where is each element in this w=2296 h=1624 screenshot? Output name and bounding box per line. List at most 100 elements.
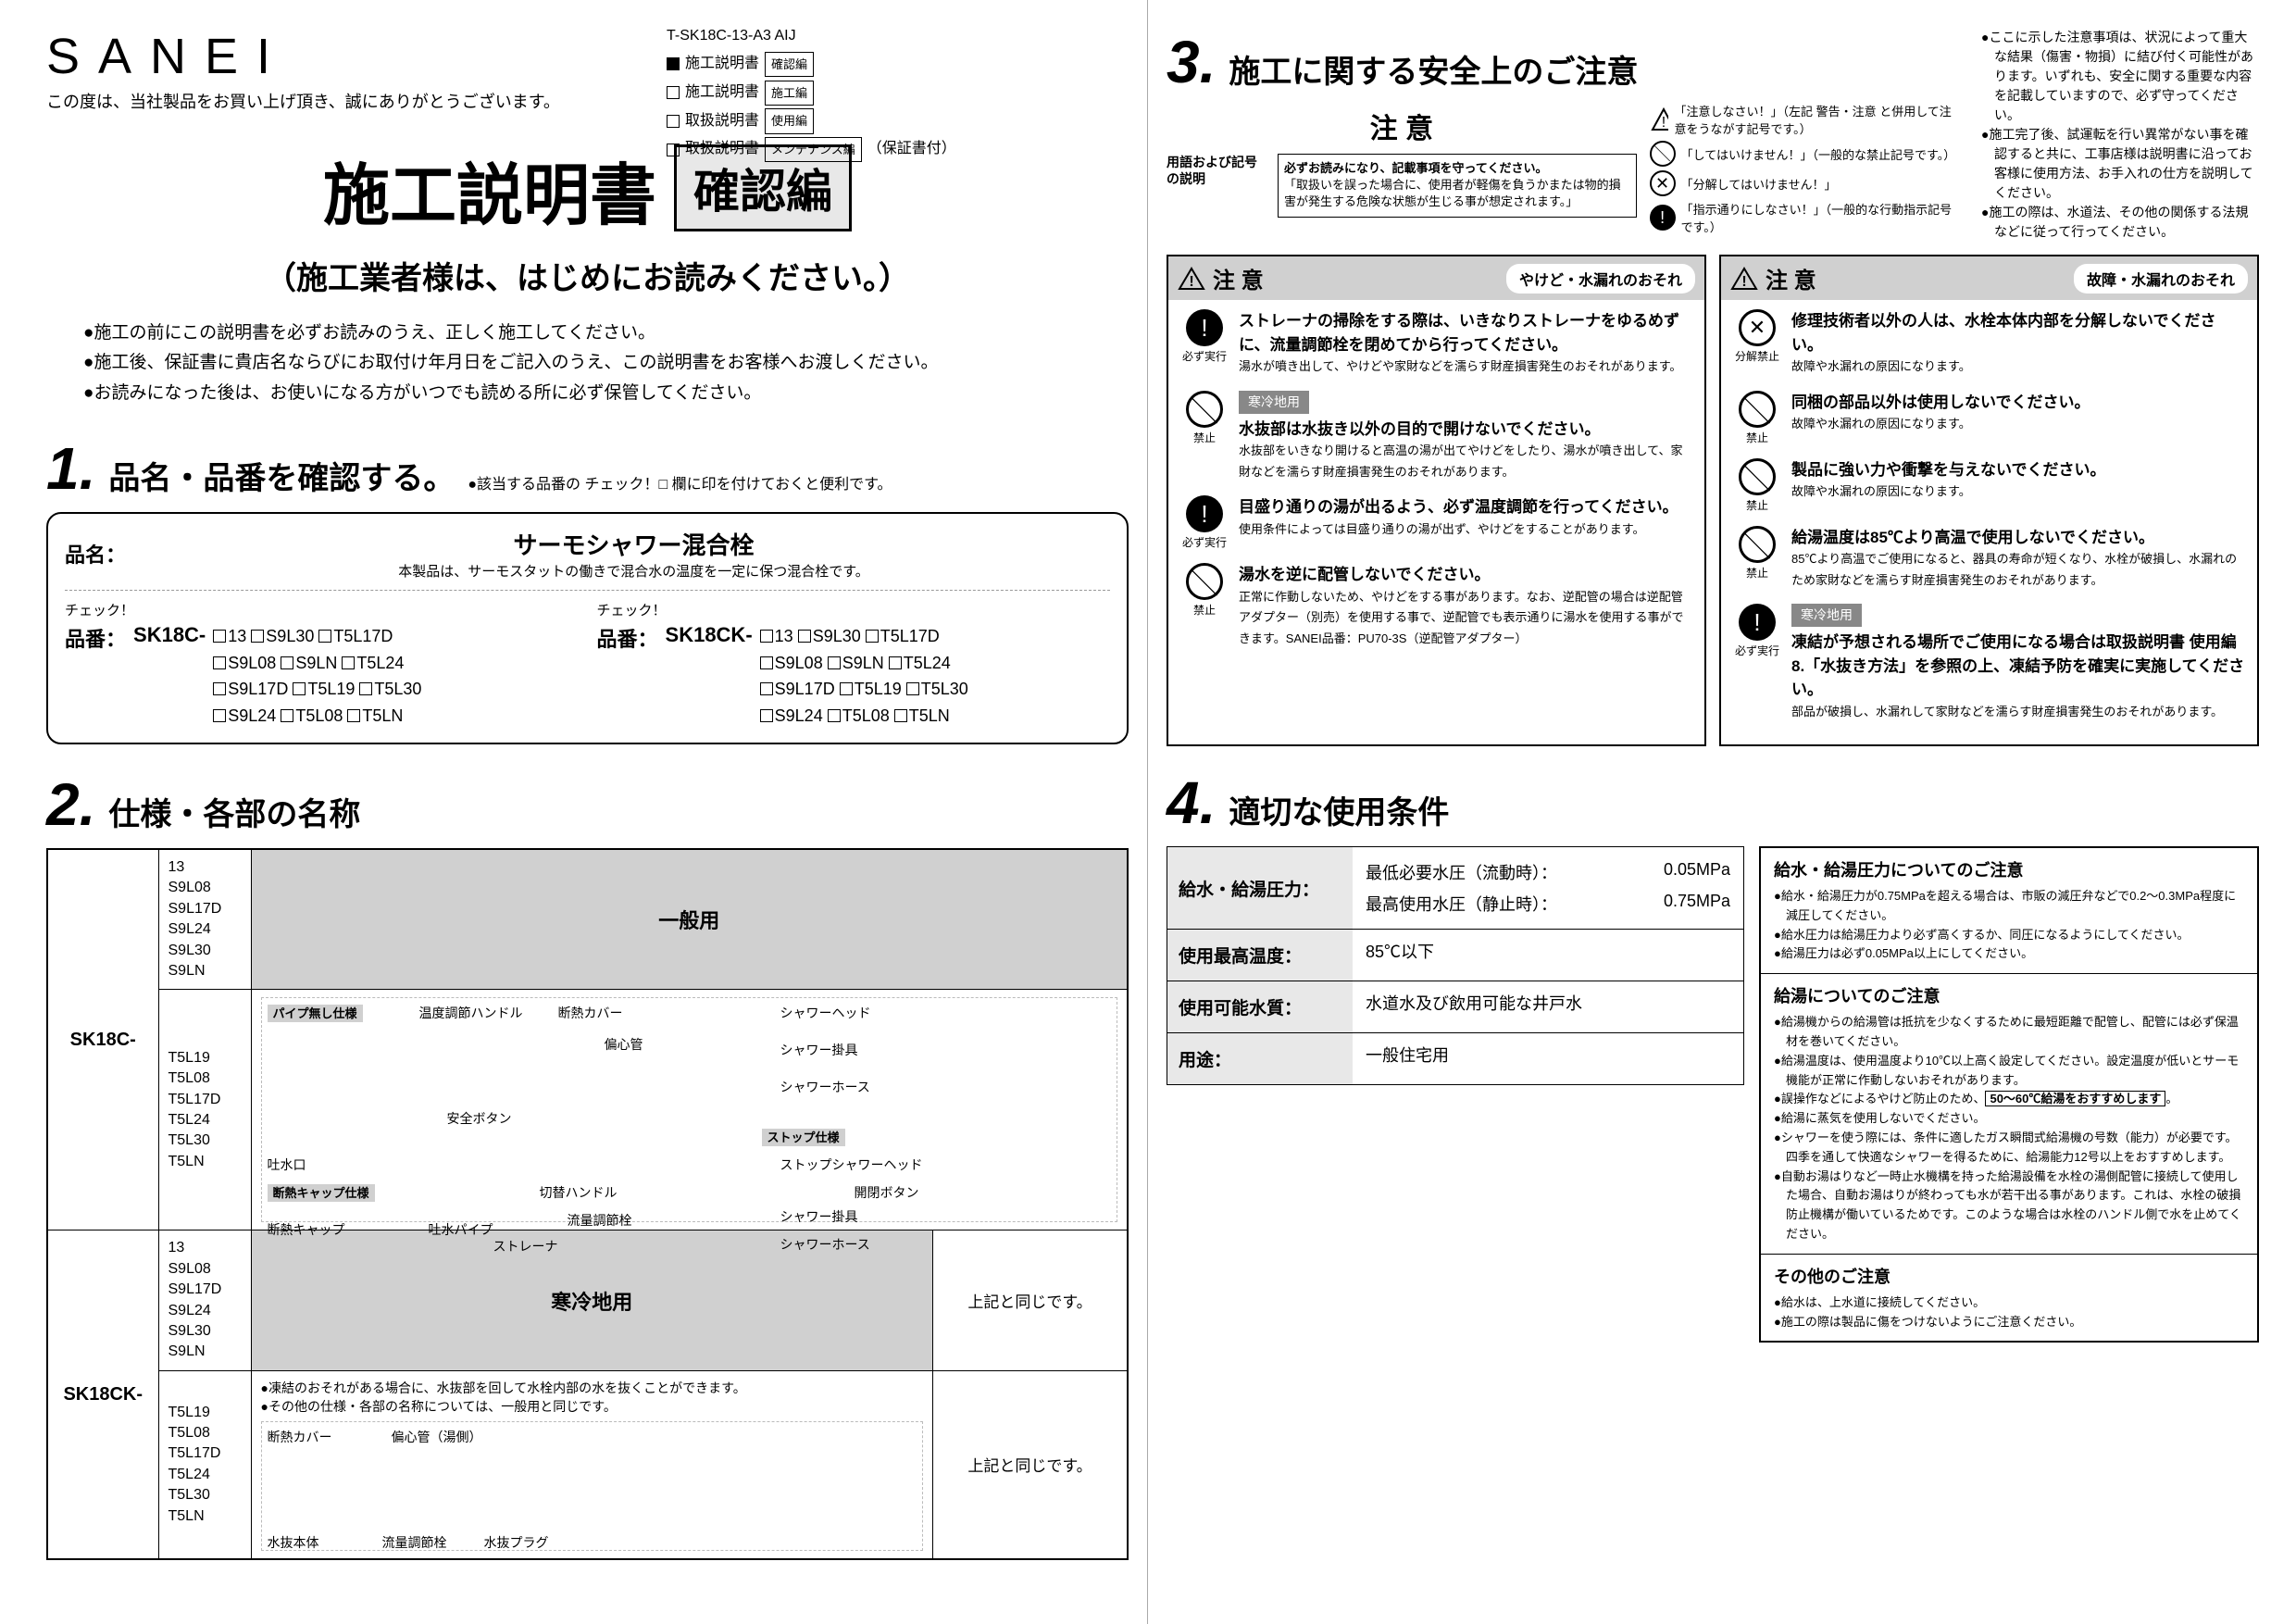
checkbox-icon[interactable]	[318, 630, 331, 643]
diagram-label: 偏心管	[605, 1035, 643, 1054]
cold-diagram: 断熱カバー偏心管（湯側）水抜本体流量調節栓水抜プラグ	[261, 1421, 924, 1551]
icon-label: 必ず実行	[1179, 348, 1229, 364]
caution-small: 故障や水漏れの原因になります。	[1791, 359, 1971, 373]
caution-item: !必ず実行 ストレーナの掃除をする際は、いきなりストレーナをゆるめずに、流量調節…	[1179, 309, 1693, 378]
sec1-number: 1.	[46, 434, 95, 503]
checkbox-icon[interactable]	[840, 682, 853, 695]
diagram-label: ストレーナ	[493, 1237, 558, 1255]
top-note-item: ●施工の際は、水道法、その他の関係する法規などに従って行ってください。	[1981, 203, 2259, 242]
sec2-title: 仕様・各部の名称	[108, 789, 360, 834]
sec2-table: SK18C- 13S9L08S9L17DS9L24S9L30S9LN 一般用 T…	[46, 848, 1129, 1560]
sec1-title: 品名・品番を確認する。	[108, 453, 455, 498]
caution-small: 湯水が噴き出して、やけどや家財などを濡らす財産損害発生のおそれがあります。	[1239, 359, 1681, 373]
diagram-label: シャワー掛具	[780, 1041, 858, 1059]
advice-item: ●給水は、上水道に接続してください。	[1774, 1293, 2244, 1313]
diagram-label: 水抜プラグ	[484, 1533, 549, 1552]
sec4-number: 4.	[1167, 768, 1216, 837]
checkbox-icon[interactable]	[889, 656, 902, 669]
cond-val: 一般住宅用	[1366, 1043, 1730, 1067]
document-code: T-SK18C-13-A3 AIJ	[667, 28, 796, 44]
cold-note: ●凍結のおそれがある場合に、水抜部を回して水栓内部の水を抜くことができます。	[261, 1379, 924, 1397]
advice-item: ●給湯機からの給湯管は抵抗を少なくするために最短距離で配管し、配管には必ず保温材…	[1774, 1013, 2244, 1052]
checkbox-icon[interactable]	[760, 656, 773, 669]
diagram-label: シャワーヘッド	[780, 1004, 871, 1022]
checkbox-icon[interactable]	[359, 682, 372, 695]
checkbox-icon	[667, 115, 680, 128]
prohibit-icon: ＼	[1650, 141, 1676, 167]
caution-bold: 給湯温度は85℃より高温で使用しないでください。	[1791, 529, 2154, 546]
diagram-label: 流量調節栓	[382, 1533, 447, 1552]
condition-row: 使用最高温度：85℃以下	[1167, 929, 1744, 981]
caution-item: ✕分解禁止 修理技術者以外の人は、水栓本体内部を分解しないでください。 故障や水…	[1732, 309, 2246, 378]
checkbox-icon[interactable]	[828, 656, 841, 669]
checkbox-icon[interactable]	[251, 630, 264, 643]
caution-small: 故障や水漏れの原因になります。	[1791, 484, 1971, 498]
checkbox-icon[interactable]	[281, 709, 293, 722]
caution-item: ＼禁止 製品に強い力や衝撃を与えないでください。 故障や水漏れの原因になります。	[1732, 458, 2246, 513]
checkbox-icon[interactable]	[760, 709, 773, 722]
diagram-label: 水抜本体	[268, 1533, 319, 1552]
product-desc: 本製品は、サーモスタットの働きで混合水の温度を一定に保つ混合栓です。	[157, 561, 1110, 581]
checkbox-icon[interactable]	[906, 682, 919, 695]
thanks-text: この度は、当社製品をお買い上げ頂き、誠にありがとうございます。	[46, 89, 1129, 113]
condition-row: 使用可能水質： 水道水及び飲用可能な井戸水	[1167, 981, 1744, 1033]
check-label: チェック！	[65, 600, 579, 619]
checkbox-icon[interactable]	[213, 709, 226, 722]
diagram-label: 開閉ボタン	[855, 1183, 919, 1202]
cond-val: 0.05MPa	[1664, 860, 1730, 884]
cond-label: 使用可能水質：	[1167, 981, 1353, 1032]
caution-small: 水抜部をいきなり開けると高温の湯が出てやけどをしたり、湯水が噴き出して、家財など…	[1239, 443, 1682, 479]
same-note: 上記と同じです。	[933, 1370, 1128, 1559]
advice-section: 給水・給湯圧力についてのご注意 ●給水・給湯圧力が0.75MPaを超える場合は、…	[1761, 848, 2257, 974]
checkbox-icon[interactable]	[342, 656, 355, 669]
checkbox-icon[interactable]	[798, 630, 811, 643]
icon-label: 禁止	[1179, 430, 1229, 445]
checkbox-icon[interactable]	[760, 630, 773, 643]
warning-triangle-icon: !	[1178, 267, 1205, 291]
checkbox-icon[interactable]	[281, 656, 293, 669]
warning-triangle-icon: !	[1650, 106, 1669, 132]
variant-list: T5L19T5L08T5L17DT5L24T5L30T5LN	[158, 990, 251, 1230]
panel-head: 注 意	[1766, 262, 1816, 294]
checkbox-icon[interactable]	[828, 709, 841, 722]
diagram-label: 断熱キャップ仕様	[268, 1183, 375, 1201]
same-note: 上記と同じです。	[933, 1230, 1128, 1370]
icon-label: 分解禁止	[1732, 348, 1782, 364]
product-name-label: 品名：	[65, 539, 157, 568]
sec2-number: 2.	[46, 770, 95, 839]
brand-logo: SANEI	[46, 28, 1129, 85]
panel-head: 注 意	[1213, 262, 1264, 294]
model-prefix: SK18CK-	[47, 1230, 158, 1559]
checkbox-icon[interactable]	[894, 709, 907, 722]
diagram-label: 吐水パイプ	[429, 1220, 493, 1239]
doc-type-name: 取扱説明書	[685, 136, 759, 163]
diagram-label: 断熱カバー	[558, 1004, 623, 1022]
caution-bold: 目盛り通りの湯が出るよう、必ず温度調節を行ってください。	[1239, 498, 1678, 516]
cond-label: 使用最高温度：	[1167, 930, 1353, 981]
advice-title: 給水・給湯圧力についてのご注意	[1774, 857, 2244, 881]
checkbox-icon[interactable]	[293, 682, 306, 695]
caution-bold: 同梱の部品以外は使用しないでください。	[1791, 394, 2090, 411]
doc-type-name: 取扱説明書	[685, 108, 759, 135]
general-header: 一般用	[251, 849, 1128, 990]
cond-key: 最低必要水圧（流動時）：	[1366, 860, 1557, 884]
cond-val: 水道水及び飲用可能な井戸水	[1366, 991, 1730, 1015]
checkbox-icon	[667, 86, 680, 99]
icon-label: 必ず実行	[1179, 534, 1229, 550]
checkbox-icon[interactable]	[760, 682, 773, 695]
general-diagram: パイプ無し仕様温度調節ハンドル断熱カバー偏心管安全ボタン吐水口断熱キャップ仕様断…	[261, 997, 1118, 1222]
checkbox-icon[interactable]	[213, 656, 226, 669]
panel-badge: 故障・水漏れのおそれ	[2074, 264, 2248, 294]
checkbox-icon[interactable]	[866, 630, 879, 643]
checkbox-icon[interactable]	[347, 709, 360, 722]
diagram-label: 断熱キャップ	[268, 1220, 345, 1239]
must-do-icon: !	[1650, 205, 1676, 231]
advice-section: 給湯についてのご注意 ●給湯機からの給湯管は抵抗を少なくするために最短距離で配管…	[1761, 974, 2257, 1255]
top-note-item: ●ここに示した注意事項は、状況によって重大な結果（傷害・物損）に結び付く可能性が…	[1981, 28, 2259, 125]
advice-item: ●誤操作などによるやけど防止のため、50～60℃給湯をおすすめします。	[1774, 1090, 2244, 1109]
checkbox-icon[interactable]	[213, 630, 226, 643]
checkbox-icon[interactable]	[213, 682, 226, 695]
icon-label: 禁止	[1179, 602, 1229, 618]
cond-label: 給水・給湯圧力：	[1167, 847, 1353, 929]
diagram-label: 流量調節栓	[568, 1211, 632, 1230]
